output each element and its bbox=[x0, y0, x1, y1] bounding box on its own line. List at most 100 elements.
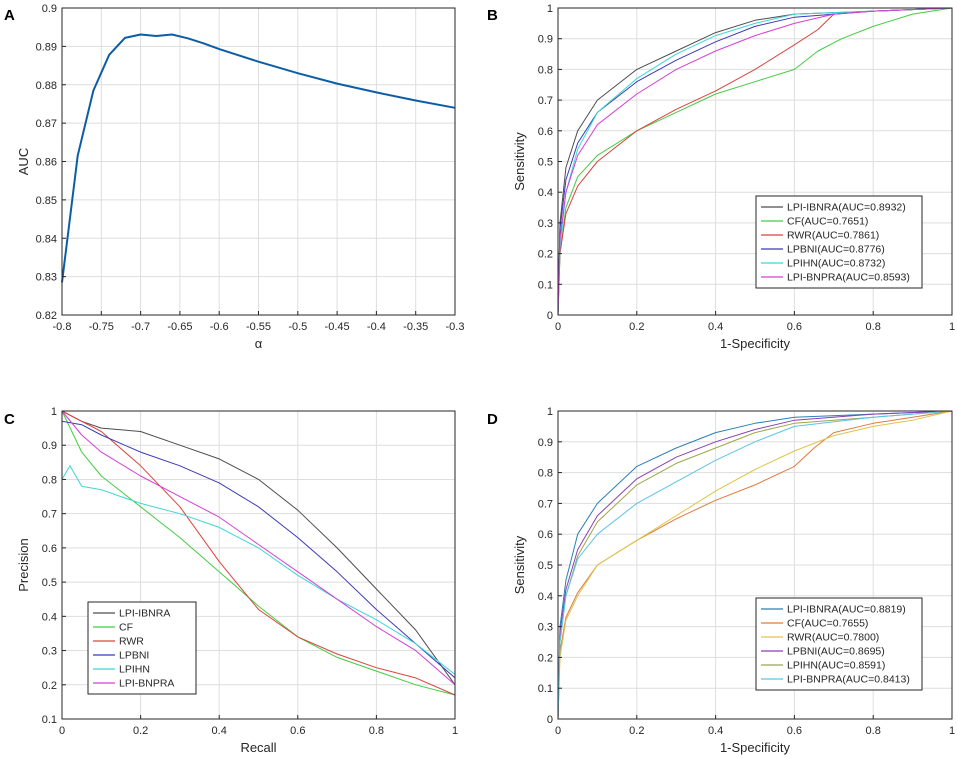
series-line-d-0 bbox=[557, 410, 953, 720]
ytick-label-a-5: 0.87 bbox=[36, 118, 57, 130]
xtick-label-a-8: -0.4 bbox=[367, 321, 386, 333]
xtick-label-d-5: 1 bbox=[949, 725, 955, 737]
xtick-label-a-3: -0.65 bbox=[167, 321, 192, 333]
xtick-label-a-6: -0.5 bbox=[288, 321, 307, 333]
legend-label-d-5: LPI-BNPRA(AUC=0.8413) bbox=[787, 674, 910, 686]
ytick-label-c-7: 0.8 bbox=[42, 474, 57, 486]
chart-b: 0 0.2 0.4 0.6 0.8 1 0 0.1 0.2 0.3 0.4 0.5 0.6 0.7 0.8 0… bbox=[512, 3, 955, 351]
legend-label-b-4: LPIHN(AUC=0.8732) bbox=[787, 258, 885, 270]
xtick-label-b-4: 0.8 bbox=[866, 321, 881, 333]
xlabel-d: 1-Specificity bbox=[720, 740, 791, 755]
panel-letter-b: B bbox=[487, 7, 498, 24]
xtick-label-b-5: 1 bbox=[949, 321, 955, 333]
ylabel-a: AUC bbox=[16, 148, 31, 175]
ytick-label-b-6: 0.6 bbox=[538, 126, 553, 138]
xtick-label-a-5: -0.55 bbox=[246, 321, 271, 333]
xtick-label-d-4: 0.8 bbox=[866, 725, 881, 737]
series-line-d-2 bbox=[557, 410, 953, 720]
xlabel-a: α bbox=[255, 336, 263, 351]
ytick-label-d-4: 0.4 bbox=[538, 591, 553, 603]
series-line-c-2 bbox=[61, 410, 456, 696]
panel-letter-a: A bbox=[4, 7, 15, 24]
xtick-label-c-3: 0.6 bbox=[290, 725, 305, 737]
xtick-label-a-7: -0.45 bbox=[325, 321, 350, 333]
xtick-label-d-1: 0.2 bbox=[629, 725, 644, 737]
series-line-d-1 bbox=[557, 410, 953, 720]
ytick-label-a-7: 0.89 bbox=[36, 41, 57, 53]
xtick-label-a-4: -0.6 bbox=[210, 321, 229, 333]
legend-box-d bbox=[755, 597, 923, 691]
xtick-label-a-10: -0.3 bbox=[446, 321, 465, 333]
ytick-label-d-0: 0 bbox=[547, 714, 553, 726]
xtick-label-b-3: 0.6 bbox=[787, 321, 802, 333]
series-line-d-5 bbox=[557, 410, 953, 720]
chart-d: 0 0.2 0.4 0.6 0.8 1 0 0.1 0.2 0.3 0.4 0.5 0.6 0.7 0.8 0… bbox=[512, 406, 955, 755]
legend-label-c-4: LPIHN bbox=[119, 664, 150, 676]
ytick-label-a-8: 0.9 bbox=[42, 3, 57, 15]
axes-box-c bbox=[61, 410, 456, 720]
xtick-label-a-0: -0.8 bbox=[53, 321, 72, 333]
ytick-label-c-8: 0.9 bbox=[42, 440, 57, 452]
legend-label-c-5: LPI-BNPRA bbox=[119, 678, 174, 690]
xtick-label-b-1: 0.2 bbox=[629, 321, 644, 333]
legend-label-d-0: LPI-IBNRA(AUC=0.8819) bbox=[787, 604, 906, 616]
ytick-label-d-2: 0.2 bbox=[538, 652, 553, 664]
series-line-b-3 bbox=[557, 7, 953, 316]
legend-label-b-2: RWR(AUC=0.7861) bbox=[787, 230, 879, 242]
ytick-label-c-6: 0.7 bbox=[42, 509, 57, 521]
ytick-label-b-3: 0.3 bbox=[538, 218, 553, 230]
xtick-label-b-2: 0.4 bbox=[708, 321, 723, 333]
legend-label-c-1: CF bbox=[119, 622, 133, 634]
legend-label-b-0: LPI-IBNRA(AUC=0.8932) bbox=[787, 202, 906, 214]
xtick-label-c-2: 0.4 bbox=[212, 725, 227, 737]
xlabel-c: Recall bbox=[240, 740, 276, 755]
legend-label-d-2: RWR(AUC=0.7800) bbox=[787, 632, 879, 644]
chart-a: -0.8 -0.75 -0.7 -0.65 -0.6 -0.55 -0.5 -0.45 -0.4… bbox=[16, 3, 464, 351]
xtick-label-d-0: 0 bbox=[555, 725, 561, 737]
ytick-label-c-0: 0.1 bbox=[42, 714, 57, 726]
ytick-label-c-4: 0.5 bbox=[42, 577, 57, 589]
ytick-label-d-10: 1 bbox=[547, 406, 553, 418]
legend-label-d-3: LPBNI(AUC=0.8695) bbox=[787, 646, 885, 658]
legend-label-c-2: RWR bbox=[119, 636, 144, 648]
ytick-label-a-6: 0.88 bbox=[36, 80, 57, 92]
ylabel-d: Sensitivity bbox=[512, 535, 527, 594]
series-line-b-1 bbox=[557, 7, 953, 316]
xtick-label-a-2: -0.7 bbox=[131, 321, 150, 333]
ytick-label-b-1: 0.1 bbox=[538, 279, 553, 291]
legend-box-c bbox=[87, 601, 197, 695]
xtick-label-b-0: 0 bbox=[555, 321, 561, 333]
ytick-label-a-3: 0.85 bbox=[36, 195, 57, 207]
series-line-c-4 bbox=[61, 465, 456, 675]
ytick-label-b-10: 1 bbox=[547, 3, 553, 15]
panel-letter-d: D bbox=[487, 411, 498, 428]
xlabel-b: 1-Specificity bbox=[720, 336, 791, 351]
legend-label-c-3: LPBNI bbox=[119, 650, 149, 662]
xtick-label-c-5: 1 bbox=[452, 725, 458, 737]
xtick-label-a-9: -0.35 bbox=[403, 321, 428, 333]
chart-c: 0 0.2 0.4 0.6 0.8 1 0.1 0.2 0.3 0.4 0.5 0.6 0.7 0.8 0.… bbox=[16, 406, 458, 755]
ytick-label-d-7: 0.7 bbox=[538, 498, 553, 510]
legend-d: LPI-IBNRA(AUC=0.8819) CF(AUC=0.7655) RWR(A… bbox=[755, 597, 923, 691]
legend-label-b-1: CF(AUC=0.7651) bbox=[787, 216, 868, 228]
ytick-label-d-8: 0.8 bbox=[538, 468, 553, 480]
ylabel-b: Sensitivity bbox=[512, 132, 527, 191]
series-line-c-5 bbox=[61, 410, 456, 686]
series-line-d-3 bbox=[557, 410, 953, 720]
series-line-b-2 bbox=[557, 7, 953, 316]
ytick-label-a-1: 0.83 bbox=[36, 272, 57, 284]
xtick-label-d-2: 0.4 bbox=[708, 725, 723, 737]
ytick-label-b-2: 0.2 bbox=[538, 249, 553, 261]
ytick-label-a-4: 0.86 bbox=[36, 157, 57, 169]
xtick-label-c-4: 0.8 bbox=[369, 725, 384, 737]
xtick-label-c-0: 0 bbox=[59, 725, 65, 737]
ytick-label-b-7: 0.7 bbox=[538, 95, 553, 107]
ytick-label-c-2: 0.3 bbox=[42, 646, 57, 658]
ytick-label-c-9: 1 bbox=[51, 406, 57, 418]
ytick-label-b-9: 0.9 bbox=[538, 34, 553, 46]
ytick-label-b-8: 0.8 bbox=[538, 64, 553, 76]
ytick-label-b-5: 0.5 bbox=[538, 157, 553, 169]
series-line-a-0 bbox=[61, 33, 456, 283]
legend-label-d-1: CF(AUC=0.7655) bbox=[787, 618, 868, 630]
